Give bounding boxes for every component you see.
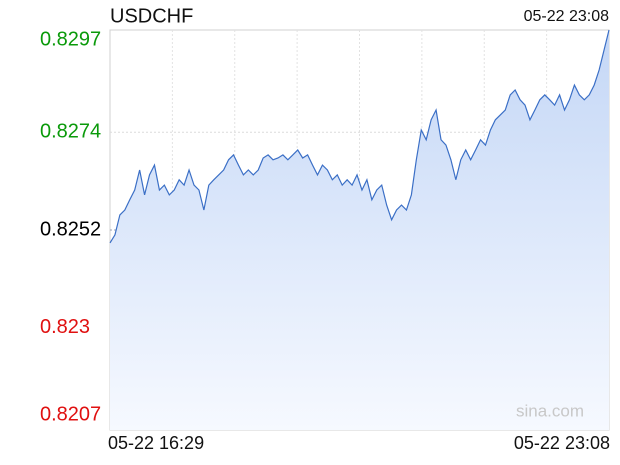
y-tick-label: 0.823 [40, 316, 90, 338]
x-tick-label: 05-22 16:29 [108, 433, 204, 453]
y-tick-label: 0.8274 [40, 121, 101, 143]
y-tick-label: 0.8207 [40, 403, 101, 425]
y-tick-label: 0.8252 [40, 218, 101, 240]
x-tick-label: 05-22 23:08 [514, 433, 610, 453]
plot-layer [109, 29, 610, 430]
watermark: sina.com [516, 401, 584, 420]
y-tick-label: 0.8297 [40, 28, 101, 50]
price-line [109, 29, 610, 244]
chart-title: USDCHF [110, 5, 193, 27]
timestamp: 05-22 23:08 [524, 8, 610, 25]
area-fill [110, 30, 609, 430]
